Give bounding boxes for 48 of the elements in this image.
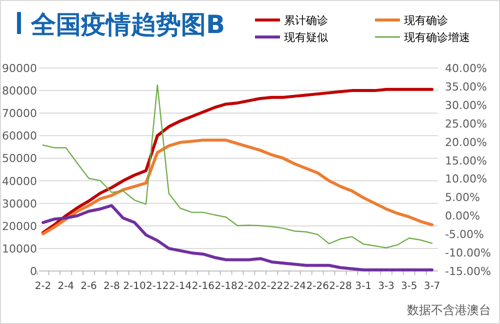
- legend-label: 累计确诊: [284, 14, 328, 27]
- y2-tick-label: 10.00%: [445, 172, 487, 186]
- x-tick-label: 2-2: [34, 281, 52, 292]
- x-tick-label: 2-16: [192, 281, 215, 292]
- y-tick-label: 70000: [2, 107, 37, 120]
- y-tick-label: 50000: [2, 152, 37, 166]
- y2-tick-label: -5.00%: [445, 228, 484, 242]
- x-tick-label: 2-4: [58, 281, 74, 292]
- y2-tick-label: 35.00%: [445, 80, 487, 94]
- y2-tick-label: 20.00%: [445, 136, 487, 149]
- y2-tick-label: -15.00%: [445, 265, 491, 278]
- x-tick-label: 2-20: [238, 281, 260, 292]
- y-tick-label: 10000: [2, 242, 37, 256]
- y-tick-label: 20000: [2, 220, 37, 233]
- x-tick-label: 2-28: [329, 281, 352, 292]
- y-tick-label: 60000: [2, 130, 37, 143]
- x-tick-label: 2-22: [260, 281, 284, 292]
- y-tick-label: 30000: [2, 197, 37, 210]
- y2-tick-label: -10.00%: [445, 246, 491, 260]
- text: 数据不含港澳台: [407, 303, 491, 317]
- y2-tick-label: 5.00%: [445, 191, 480, 204]
- y2-tick-label: 25.00%: [445, 117, 487, 130]
- x-tick-label: 2-18: [214, 281, 238, 292]
- x-tick-label: 2-26: [306, 281, 329, 292]
- x-tick-label: 3-5: [400, 281, 418, 292]
- legend-label: 现有确诊增速: [404, 31, 470, 44]
- y2-tick-label: 0.00%: [445, 210, 480, 223]
- chart-title: 全国疫情趋势图B: [30, 10, 226, 39]
- y-tick-label: 90000: [2, 62, 37, 75]
- line-series: [42, 204, 434, 272]
- x-tick-label: 2-14: [168, 281, 192, 292]
- y-tick-label: 0: [30, 265, 37, 278]
- y2-tick-label: 40.00%: [445, 62, 487, 75]
- x-tick-label: 2-12: [146, 281, 169, 292]
- legend-label: 现有确诊: [404, 14, 448, 27]
- x-tick-label: 3-1: [355, 281, 372, 292]
- x-tick-label: 3-3: [378, 281, 394, 292]
- x-tick-label: 2-10: [123, 281, 146, 292]
- x-tick-label: 2-6: [80, 281, 97, 292]
- y2-tick-label: 30.00%: [445, 98, 487, 112]
- y-tick-label: 80000: [2, 84, 37, 98]
- x-tick-label: 3-7: [424, 281, 440, 292]
- x-tick-label: 2-24: [283, 281, 306, 292]
- legend-label: 现有疑似: [284, 31, 328, 44]
- y2-tick-label: 15.00%: [445, 154, 487, 168]
- x-tick-label: 2-8: [103, 281, 120, 292]
- line-series: [42, 138, 434, 236]
- y-tick-label: 40000: [2, 174, 37, 188]
